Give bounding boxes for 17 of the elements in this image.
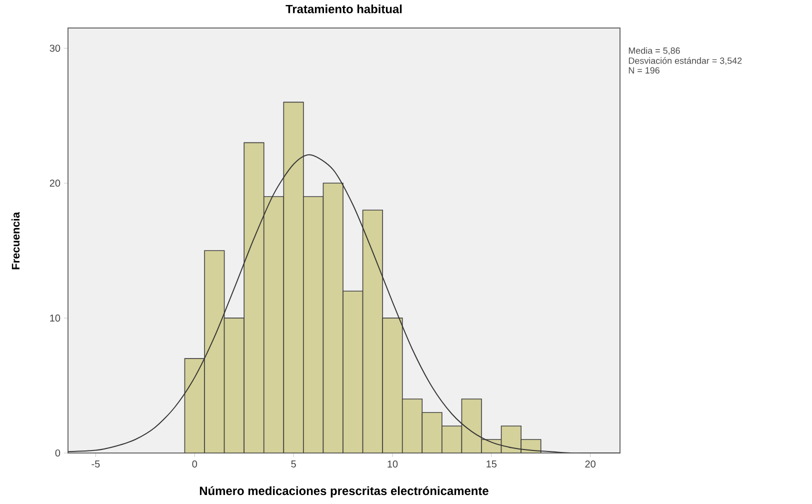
text: Desviación estándar = 3,542 [628,57,742,65]
y-tick-label: 30 [50,44,60,52]
y-axis-title: Frecuencia [12,212,20,270]
x-tick-label: 5 [291,460,296,468]
x-tick-label: 0 [192,460,198,468]
chart-title: Tratamiento habitual [286,4,402,14]
text: N = 196 [628,67,660,74]
y-tick-label: 0 [55,449,60,457]
line-series [68,154,620,453]
y-tick-label: 10 [50,314,60,322]
x-tick-label: 15 [486,460,497,468]
x-tick-label: -5 [92,460,100,468]
x-tick-label: 10 [388,460,398,468]
text: Media = 5,86 [628,47,680,55]
y-tick-label: 20 [50,180,60,187]
x-axis-title: Número medicaciones prescritas electrónicamente [200,486,488,498]
x-tick-label: 20 [585,460,596,468]
